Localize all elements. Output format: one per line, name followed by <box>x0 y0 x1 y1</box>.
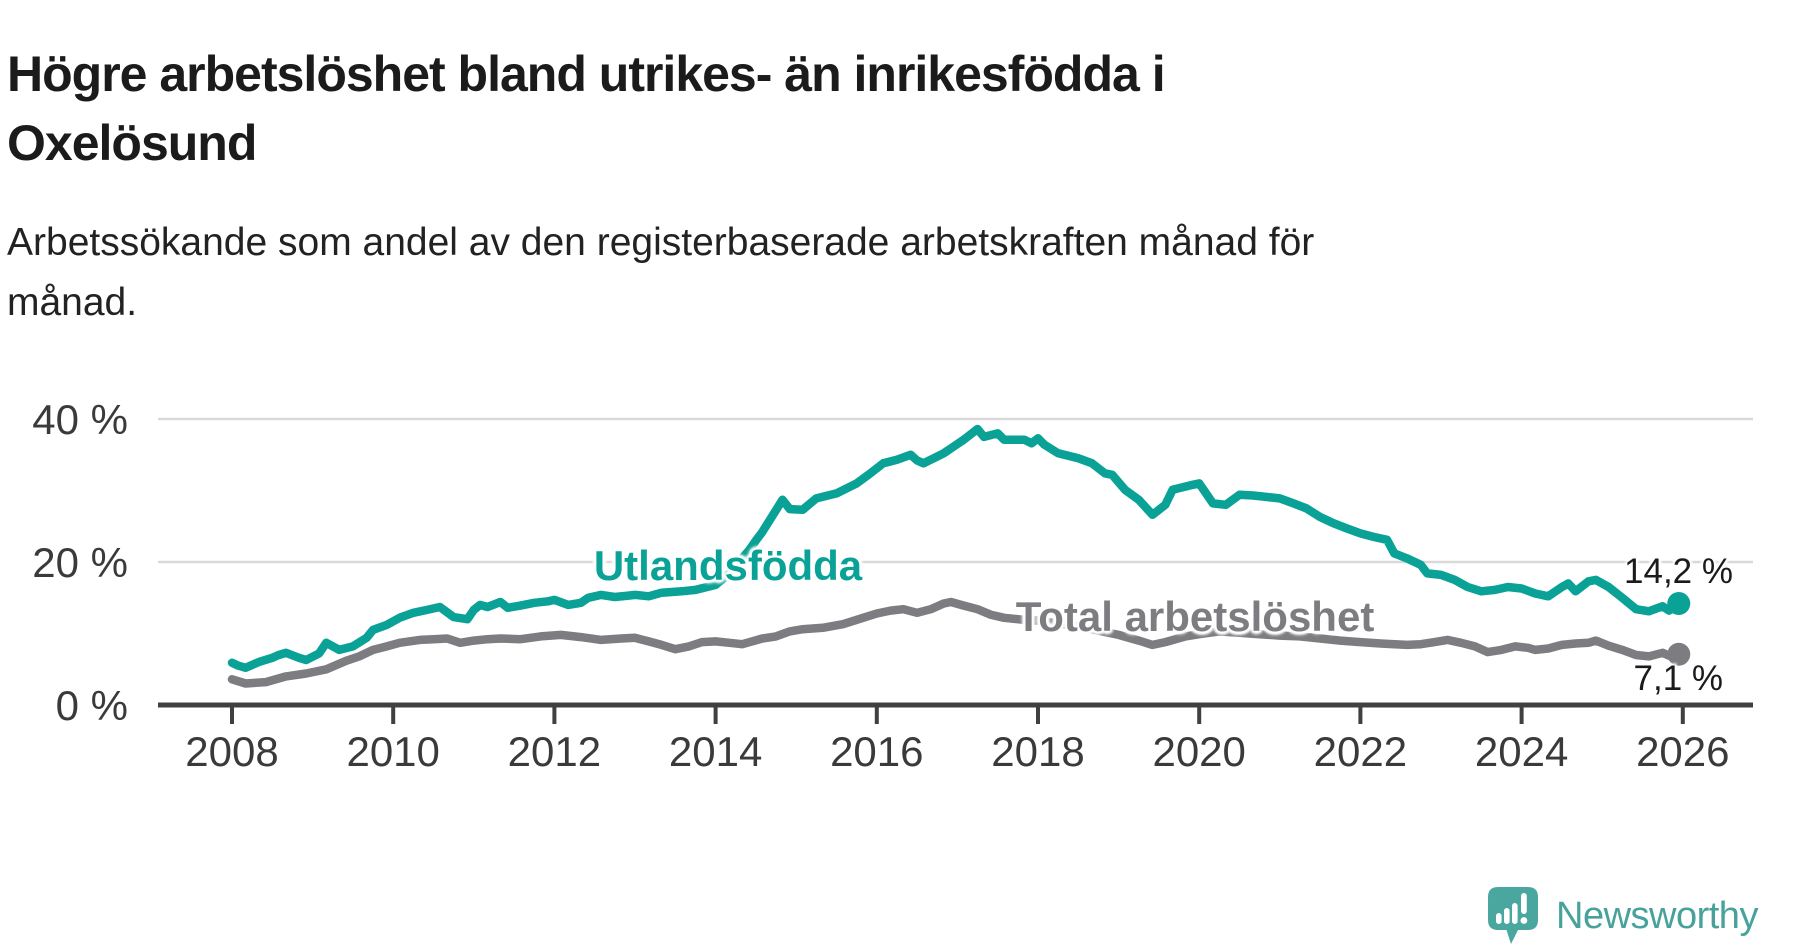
x-axis-tick-label-2008: 2008 <box>185 728 278 775</box>
series-end-dot-0 <box>1667 591 1691 615</box>
x-axis-tick-label-2024: 2024 <box>1475 728 1568 775</box>
series-line-1 <box>227 597 1684 688</box>
x-axis-tick-label-2010: 2010 <box>346 728 439 775</box>
chart-title-line1: Högre arbetslöshet bland utrikes- än inr… <box>7 45 1166 102</box>
x-axis-tick-label-2014: 2014 <box>669 728 762 775</box>
x-axis-tick-label-2026: 2026 <box>1636 728 1729 775</box>
newsworthy-logo-icon <box>1488 887 1538 944</box>
series-label-utlandsfodda: Utlandsfödda <box>593 542 863 589</box>
chart-subtitle: Arbetssökande som andel av den registerb… <box>7 221 1315 324</box>
x-axis-tick-label-2018: 2018 <box>991 728 1084 775</box>
newsworthy-logo: Newsworthy <box>1487 886 1758 946</box>
y-axis-tick-label-40: 40 % <box>32 396 128 443</box>
x-axis-tick-label-2022: 2022 <box>1314 728 1407 775</box>
newsworthy-logo-text: Newsworthy <box>1556 894 1758 937</box>
x-axis-tick-label-2020: 2020 <box>1152 728 1245 775</box>
chart-title-line2: Oxelösund <box>7 114 257 171</box>
end-value-label-total: 7,1 % <box>1633 659 1724 698</box>
series-end-dot-1 <box>1667 642 1691 666</box>
series-line-0 <box>227 424 1684 673</box>
series-label-total-arbetsloshet: Total arbetslöshet <box>1015 593 1375 640</box>
chart-title: Högre arbetslöshet bland utrikes- än inr… <box>7 40 1166 178</box>
x-axis-tick-label-2016: 2016 <box>830 728 923 775</box>
y-axis-tick-label-20: 20 % <box>32 539 128 586</box>
end-value-label-utlandsfodda: 14,2 % <box>1624 552 1733 591</box>
y-axis-tick-label-0: 0 % <box>56 682 128 729</box>
x-axis-tick-label-2012: 2012 <box>508 728 601 775</box>
